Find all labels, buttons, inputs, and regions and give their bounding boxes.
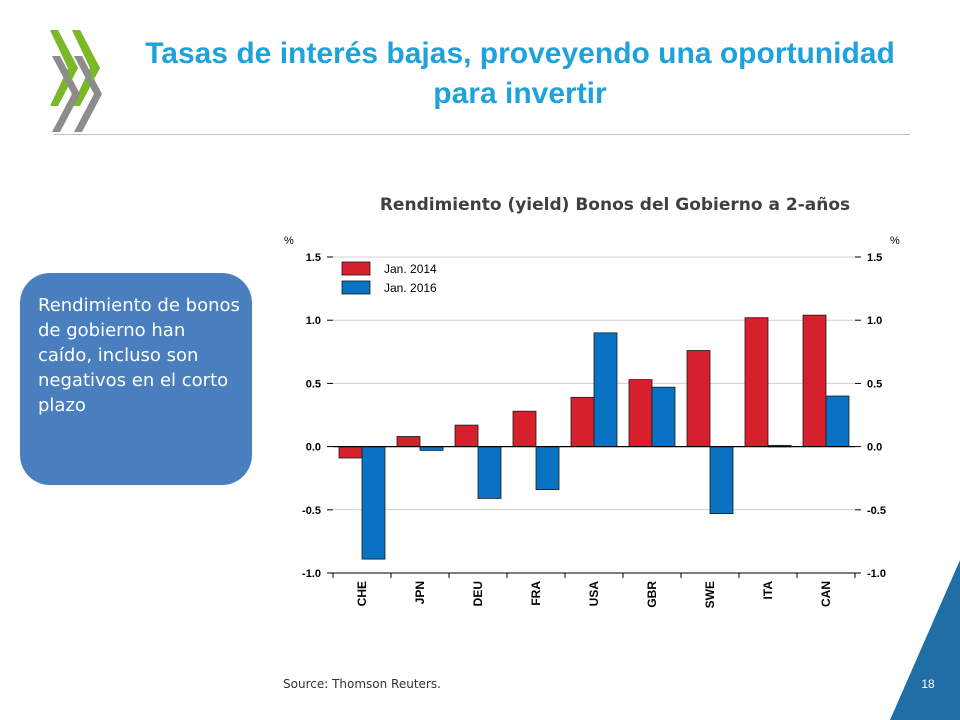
bar-usa-2016 [593,332,618,447]
bar-usa-2014 [570,396,595,448]
y-tick-label-right: 1.0 [867,315,882,327]
frame-layer [327,256,861,578]
page-number: 18 [921,677,935,691]
bar-chart: 1.5 1.5 1.0 1.0 0.5 0.5 0.0 0.0 -0.5 -0.5 -1.0 -1.0… [284,235,900,608]
bar-che-2016 [361,446,386,560]
bar-deu-2016 [477,446,502,499]
legend-layer: Jan. 2014 Jan. 2016 [341,261,437,295]
title-divider [54,134,910,135]
y-tick-label-left: 0.0 [306,442,321,454]
bar-fra-2016 [535,446,560,490]
y-tick-label-left: -1.0 [302,568,321,580]
y-tick-label-left: 1.0 [306,315,321,327]
y-tick-label-left: 1.5 [306,252,321,264]
bar-swe-2016 [709,446,734,514]
x-tick-label: DEU [471,581,485,606]
x-tick-label: FRA [529,581,543,606]
y-tick-label-right: 1.5 [867,252,882,264]
bars-layer [338,314,850,560]
source-note: Source: Thomson Reuters. [283,677,441,691]
x-tick-label: USA [587,581,601,607]
labels-layer: 1.5 1.5 1.0 1.0 0.5 0.5 0.0 0.0 -0.5 -0.5 -1.0 -1.0… [284,235,900,608]
bar-ita-2014 [744,317,769,447]
bar-fra-2014 [512,410,537,447]
oecd-chevrons-icon [50,30,102,132]
callout-box: Rendimiento de bonos de gobierno han caí… [20,273,252,485]
bar-can-2014 [802,314,827,447]
bar-che-2014 [338,446,363,459]
legend-label: Jan. 2016 [384,281,437,295]
legend-swatch [341,261,371,276]
x-tick-label: ITA [761,581,775,600]
bar-swe-2014 [686,350,711,448]
chart-title: Rendimiento (yield) Bonos del Gobierno a… [379,195,851,215]
x-tick-label: CAN [819,581,833,607]
legend-swatch [341,280,371,295]
legend-label: Jan. 2014 [384,262,437,276]
bar-deu-2014 [454,424,479,447]
y-tick-label-right: -1.0 [867,568,886,580]
y-tick-label-right: 0.5 [867,378,882,390]
bar-gbr-2016 [651,386,676,448]
x-tick-label: SWE [703,581,717,608]
bar-gbr-2014 [628,379,653,447]
slide-title: Tasas de interés bajas, proveyendo una o… [145,37,895,110]
bar-jpn-2014 [396,436,421,448]
x-tick-label: JPN [413,581,427,604]
y-tick-label-right: 0.0 [867,442,882,454]
bar-can-2016 [825,395,850,447]
y-unit-right: % [890,235,900,247]
y-tick-label-left: -0.5 [302,505,321,517]
y-unit-left: % [284,235,294,247]
x-tick-label: CHE [355,581,369,606]
callout-text: Rendimiento de bonos de gobierno han caí… [38,295,240,416]
y-tick-label-right: -0.5 [867,505,886,517]
x-tick-label: GBR [645,581,659,608]
y-tick-label-left: 0.5 [306,378,321,390]
